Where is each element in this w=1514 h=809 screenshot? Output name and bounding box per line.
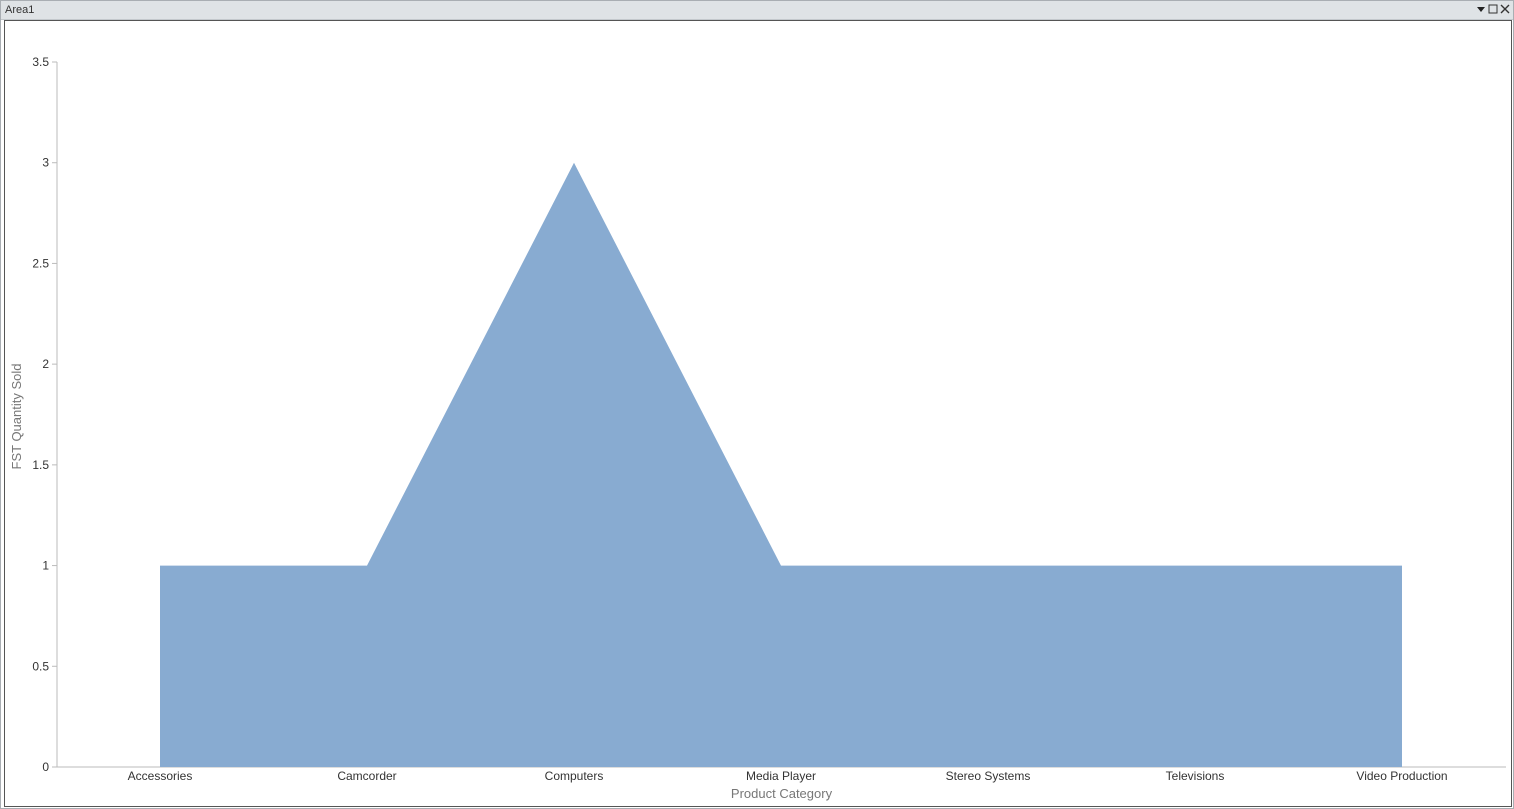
y-tick-label: 1 [42, 559, 49, 573]
plot-area [159, 162, 1403, 767]
x-tick-label: Computers [545, 769, 604, 783]
x-tick-label: Stereo Systems [946, 769, 1031, 783]
x-tick-label: Camcorder [337, 769, 396, 783]
y-tick-label: 3 [42, 156, 49, 170]
area-series-0[interactable] [160, 162, 1402, 767]
y-axis: 0 0.5 1 1.5 2 2.5 3 3.5 [32, 55, 58, 774]
window-controls [1476, 2, 1510, 16]
y-tick-label: 2.5 [32, 256, 49, 270]
x-tick-label: Media Player [746, 769, 816, 783]
maximize-icon[interactable] [1488, 2, 1498, 16]
x-tick-label: Accessories [128, 769, 193, 783]
close-icon[interactable] [1500, 2, 1510, 16]
x-tick-label: Televisions [1166, 769, 1225, 783]
y-axis-title: FST Quantity Sold [9, 364, 24, 470]
y-tick-label: 1.5 [32, 458, 49, 472]
y-tick-label: 3.5 [32, 55, 49, 69]
x-axis: Accessories Camcorder Computers Media Playe… [57, 766, 1506, 783]
x-axis-title: Product Category [731, 786, 833, 801]
x-tick-label: Video Production [1356, 769, 1447, 783]
panel-titlebar: Area1 [1, 1, 1513, 20]
y-tick-label: 0 [42, 760, 49, 774]
y-tick-label: 2 [42, 357, 49, 371]
y-tick-label: 0.5 [32, 659, 49, 673]
dropdown-arrow-icon[interactable] [1476, 2, 1486, 16]
area-chart: 0 0.5 1 1.5 2 2.5 3 3.5 Accessories Camcorder Com… [9, 55, 1506, 801]
panel-title: Area1 [5, 4, 35, 16]
chart-frame: 0 0.5 1 1.5 2 2.5 3 3.5 Accessories Camcorder Com… [4, 20, 1512, 807]
